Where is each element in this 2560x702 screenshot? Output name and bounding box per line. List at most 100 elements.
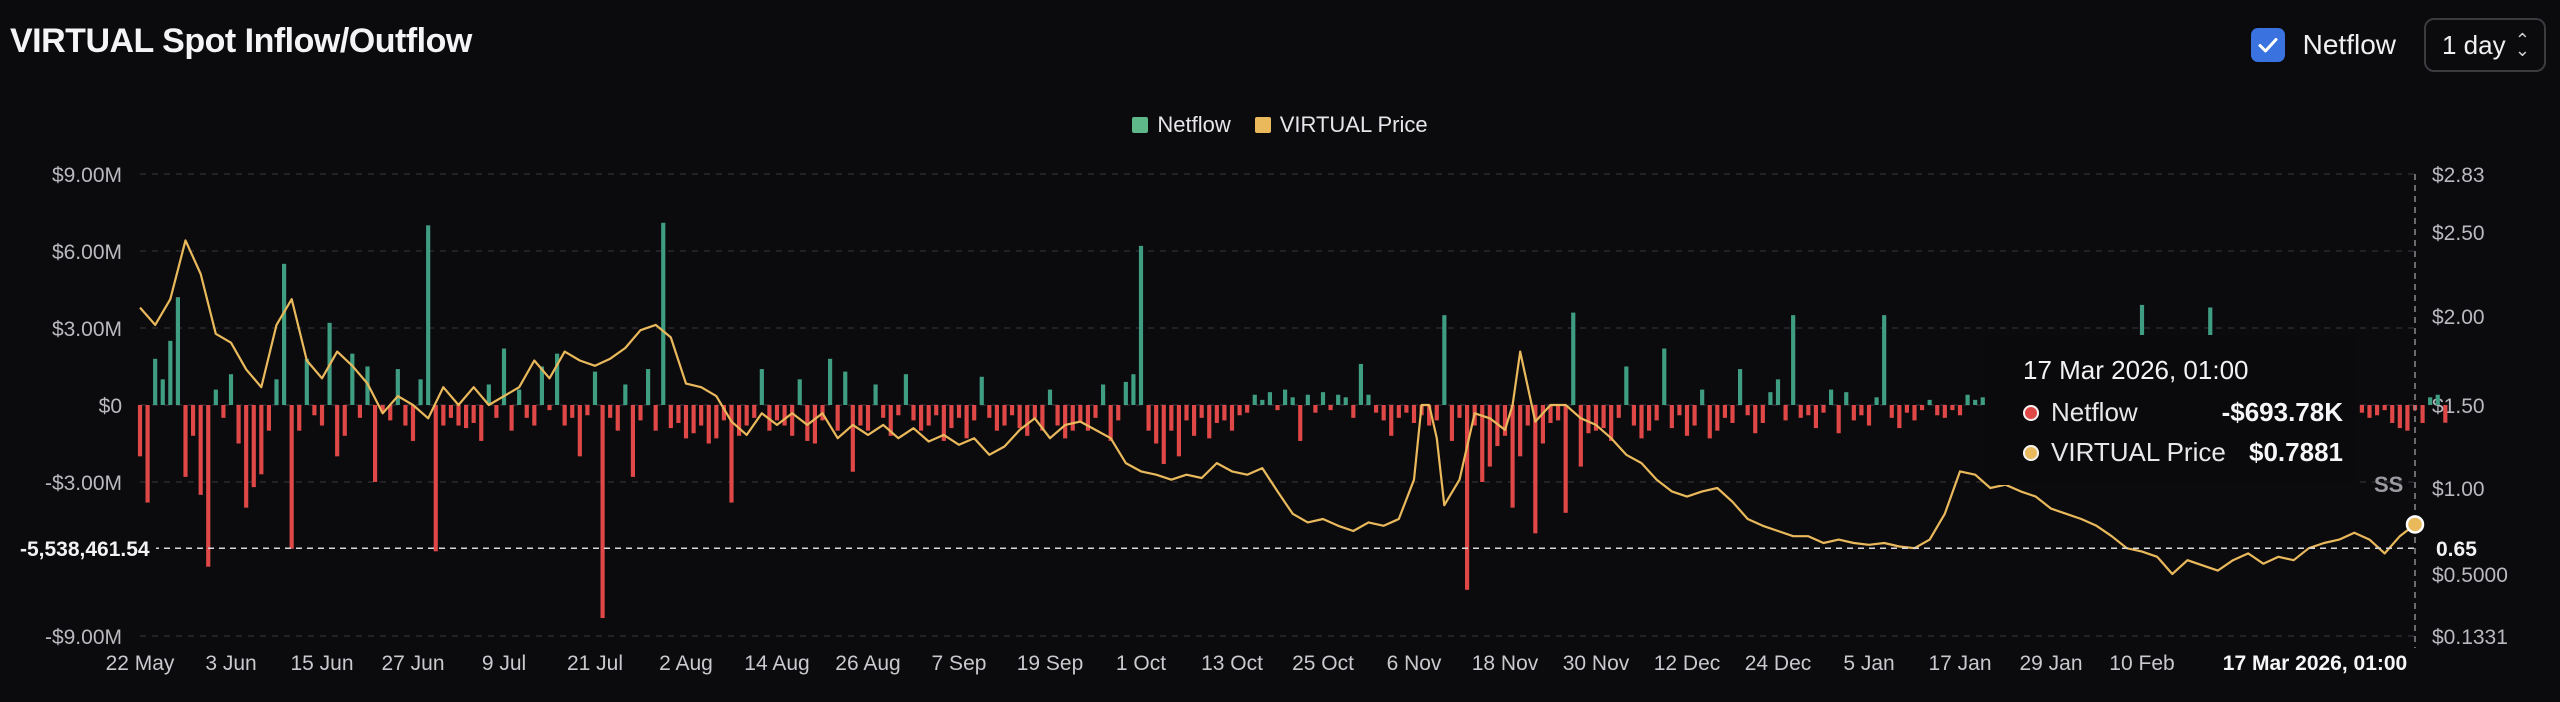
- netflow-bar: [979, 376, 984, 405]
- netflow-bar: [1290, 397, 1295, 405]
- netflow-bar: [1965, 394, 1970, 405]
- netflow-bar: [774, 405, 780, 421]
- netflow-bar: [1434, 405, 1439, 421]
- netflow-bar: [1571, 312, 1576, 405]
- netflow-bar: [1017, 405, 1022, 429]
- netflow-bar: [236, 405, 241, 444]
- netflow-bar: [987, 405, 992, 418]
- x-axis-label: 25 Oct: [1292, 652, 1354, 675]
- page-title: VIRTUAL Spot Inflow/Outflow: [10, 22, 472, 60]
- netflow-bar: [2390, 405, 2395, 423]
- netflow-bar: [1146, 405, 1151, 431]
- netflow-bar: [471, 405, 476, 423]
- netflow-bar: [380, 405, 385, 413]
- legend-item-netflow[interactable]: Netflow: [1132, 112, 1231, 138]
- netflow-bar: [630, 405, 636, 477]
- netflow-bar: [1866, 405, 1872, 426]
- legend-label-netflow: Netflow: [1157, 112, 1231, 137]
- netflow-bar: [1025, 405, 1030, 436]
- netflow-bar: [1093, 405, 1098, 418]
- netflow-bar: [1396, 405, 1401, 418]
- netflow-bar: [335, 405, 340, 457]
- netflow-bar: [1882, 315, 1887, 405]
- x-axis-label: 9 Jul: [482, 652, 526, 675]
- netflow-bar: [812, 405, 818, 444]
- netflow-bar: [1935, 405, 1940, 416]
- netflow-bar: [994, 405, 1000, 431]
- netflow-bar: [357, 405, 363, 418]
- right-axis-label: $1.50: [2432, 395, 2485, 418]
- netflow-bar: [433, 405, 438, 552]
- legend-item-price[interactable]: VIRTUAL Price: [1254, 112, 1428, 138]
- x-axis-label: 12 Dec: [1654, 652, 1721, 675]
- netflow-checkbox-label[interactable]: Netflow: [2302, 29, 2396, 60]
- netflow-bar: [509, 405, 514, 431]
- netflow-bar: [228, 374, 234, 405]
- netflow-bar: [1927, 399, 1932, 405]
- netflow-bar: [1358, 363, 1364, 405]
- netflow-bar: [1464, 405, 1470, 590]
- netflow-bar: [479, 405, 484, 441]
- netflow-bar: [934, 405, 939, 416]
- netflow-bar: [2367, 405, 2372, 418]
- netflow-bar: [266, 405, 272, 431]
- netflow-bar: [744, 405, 749, 426]
- x-axis-label: 22 May: [106, 652, 175, 675]
- netflow-bar: [790, 405, 795, 436]
- netflow-bar: [2435, 394, 2440, 405]
- netflow-bar: [1047, 389, 1053, 405]
- netflow-bar: [888, 405, 893, 436]
- crosshair-left-label-bg: [6, 530, 156, 567]
- netflow-bar: [1131, 374, 1136, 405]
- netflow-bar: [827, 358, 833, 405]
- netflow-bar: [289, 405, 294, 549]
- netflow-bar: [1260, 399, 1265, 405]
- netflow-bar: [1063, 405, 1068, 439]
- chart-legend: Netflow VIRTUAL Price: [0, 112, 2560, 138]
- netflow-bar: [160, 379, 165, 405]
- netflow-bar: [676, 405, 681, 423]
- netflow-bar: [1646, 405, 1652, 431]
- netflow-bar: [244, 405, 249, 508]
- netflow-bar: [1889, 405, 1894, 418]
- netflow-bar: [1343, 397, 1348, 405]
- netflow-bar: [1730, 405, 1735, 423]
- netflow-bar: [1980, 397, 1985, 405]
- netflow-bar: [274, 379, 279, 405]
- netflow-bar: [585, 405, 590, 416]
- x-axis-label: 14 Aug: [744, 652, 809, 675]
- netflow-bar: [539, 366, 545, 405]
- left-axis-label: -$3.00M: [45, 472, 122, 495]
- netflow-bar: [1502, 405, 1508, 436]
- netflow-bar: [1783, 405, 1788, 421]
- tooltip-label-price: VIRTUAL Price: [2051, 437, 2226, 467]
- netflow-bar: [304, 358, 309, 405]
- netflow-bar: [1669, 405, 1674, 429]
- netflow-bar: [1108, 405, 1113, 441]
- netflow-bar: [1859, 405, 1864, 416]
- netflow-bar: [1957, 405, 1963, 416]
- netflow-bar: [1897, 405, 1902, 429]
- netflow-checkbox[interactable]: [2250, 28, 2285, 62]
- right-axis-label: $0.5000: [2432, 564, 2508, 587]
- interval-select[interactable]: 1 day ⌃ ⌄: [2424, 18, 2546, 72]
- netflow-bar: [426, 225, 431, 405]
- netflow-bar: [752, 405, 757, 418]
- netflow-bar: [668, 405, 673, 429]
- netflow-bar: [1950, 405, 1955, 411]
- netflow-bar: [1161, 405, 1166, 465]
- netflow-bar: [1078, 405, 1083, 423]
- netflow-bar: [1032, 405, 1037, 418]
- netflow-bar: [1404, 405, 1409, 413]
- netflow-bar: [592, 371, 598, 405]
- netflow-bar: [1282, 389, 1288, 405]
- x-axis-label: 1 Oct: [1116, 652, 1166, 675]
- left-axis-label: -$9.00M: [45, 626, 122, 649]
- tooltip-value-netflow: -$693.78K: [2221, 397, 2343, 427]
- netflow-bar: [1525, 405, 1530, 426]
- netflow-bar: [1100, 384, 1106, 405]
- netflow-bar: [1912, 405, 1917, 421]
- tooltip-row-price: VIRTUAL Price $0.7881: [2023, 437, 2343, 468]
- x-axis-label: 29 Jan: [2019, 652, 2082, 675]
- price-line: [139, 239, 2416, 576]
